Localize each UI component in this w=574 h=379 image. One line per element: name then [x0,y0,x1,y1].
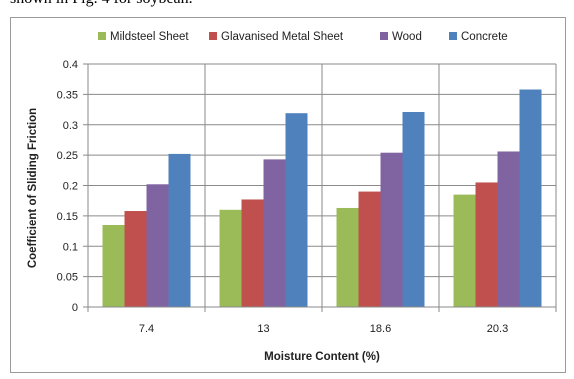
legend-swatch [380,32,388,40]
legend-label: Concrete [461,31,508,43]
legend-label: Wood [392,31,422,43]
legend-swatch [98,32,106,40]
x-tick-label: 13 [257,323,269,335]
y-tick-label: 0.1 [63,241,78,253]
y-tick-label: 0.15 [57,211,78,223]
y-axis-title: Coefficient of Sliding Friction [27,108,39,268]
caption-fragment: shown in Fig. 4 for soybean. [10,0,193,8]
bar [453,194,476,307]
bar [358,191,381,307]
bar [219,209,242,307]
axes: 0 0.05 0.1 0.15 0.2 0.25 0.3 0.35 0.4 7.4 13 18.6 20… [57,59,557,335]
y-tick-label: 0.25 [57,150,78,162]
x-tick-label: 18.6 [370,323,391,335]
x-tick-label: 20.3 [487,323,508,335]
legend-label: Mildsteel Sheet [110,31,189,43]
bar [168,153,191,307]
bar [497,151,520,307]
legend: Mildsteel Sheet Glavanised Metal Sheet Woo… [98,31,508,43]
y-tick-label: 0.4 [63,59,78,71]
bar [146,184,169,307]
bar [519,89,542,307]
bar [263,159,286,307]
bar [336,207,359,307]
bar [241,199,264,307]
bars [102,89,542,308]
y-tick-label: 0.05 [57,272,78,284]
bar [380,152,403,307]
legend-swatch [209,32,217,40]
y-tick-label: 0.2 [63,181,78,193]
bar [285,113,308,308]
legend-label: Glavanised Metal Sheet [221,31,344,43]
bar [402,111,425,308]
y-tick-label: 0.35 [57,89,78,101]
bar [124,211,147,307]
bar [102,224,125,307]
legend-swatch [449,32,457,40]
y-tick-label: 0.3 [63,120,78,132]
x-tick-label: 7.4 [139,323,154,335]
x-axis-title: Moisture Content (%) [264,351,380,363]
bar [475,182,498,307]
y-tick-label: 0 [72,302,78,314]
